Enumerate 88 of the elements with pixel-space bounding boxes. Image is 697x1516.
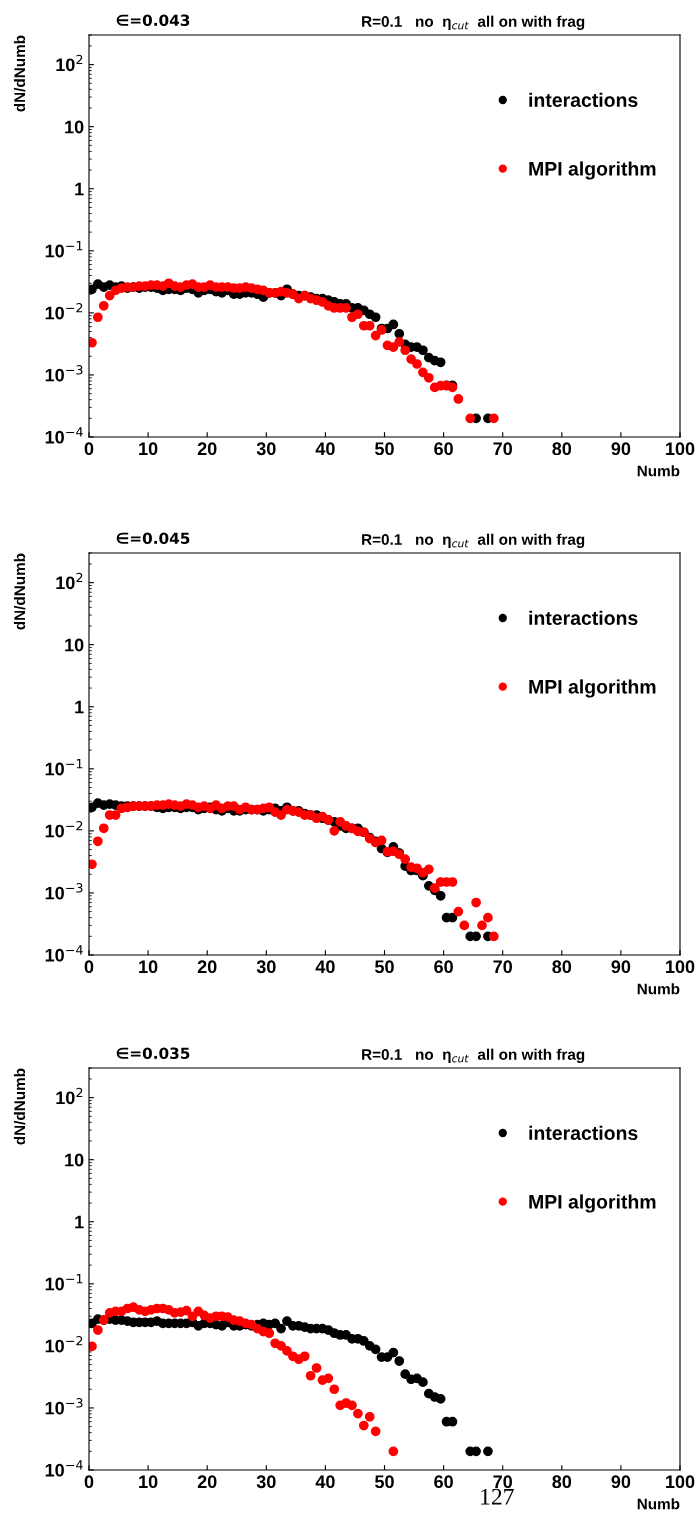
y-axis-title: dN/dNumb: [13, 35, 26, 112]
point: [276, 1341, 286, 1351]
y-axis-title: dN/dNumb: [13, 553, 26, 630]
text: ∈=0.045: [116, 532, 190, 545]
point: [305, 1370, 316, 1381]
y-tick-label: 10: [65, 638, 84, 652]
x-tick-label: 90: [611, 960, 631, 974]
y-tick-label: 1: [75, 182, 84, 196]
x-tick-label: 100: [666, 1475, 695, 1489]
y-tick-label: 10$^{−1}$: [45, 759, 83, 776]
x-tick-label: 10: [139, 960, 158, 974]
chart-title: R=0.1 no η$_{cut}$ all on with frag: [362, 533, 585, 548]
y-tick-label: 10$^{−1}$: [45, 1274, 83, 1291]
x-tick-label: 0: [84, 960, 94, 974]
y-tick-label: 10$^{2}$: [56, 1087, 83, 1105]
x-tick-label: 80: [552, 960, 572, 974]
x-tick-label: 70: [493, 1475, 512, 1489]
y-tick-label: 10$^{−2}$: [45, 302, 83, 320]
point: [264, 1328, 275, 1339]
x-tick-label: 90: [611, 442, 631, 456]
x-tick-label: 70: [493, 442, 512, 456]
x-tick-label: 50: [375, 1475, 394, 1489]
y-tick-label: 10$^{−3}$: [45, 883, 83, 900]
legend-label: MPI algorithm: [529, 161, 656, 180]
y-tick-label: 10$^{2}$: [56, 572, 83, 590]
point: [388, 1446, 399, 1457]
y-tick-label: 10: [65, 1153, 84, 1167]
x-tick-label: 20: [197, 960, 217, 974]
legend-label: interactions: [529, 610, 638, 625]
point: [282, 1346, 292, 1356]
point: [329, 1384, 340, 1395]
chart-title: R=0.1 no η$_{cut}$ all on with frag: [362, 1048, 585, 1063]
x-tick-label: 30: [256, 960, 276, 974]
point: [358, 1420, 369, 1431]
x-tick-label: 20: [197, 1475, 217, 1489]
x-tick-label: 20: [197, 442, 217, 456]
x-tick-label: 60: [434, 442, 453, 456]
point: [311, 1363, 322, 1373]
x-tick-label: 100: [666, 960, 695, 974]
x-axis-title: Numb: [637, 983, 680, 995]
chart-title: R=0.1 no η$_{cut}$ all on with frag: [362, 15, 585, 30]
y-tick-label: 10$^{−4}$: [45, 427, 83, 444]
x-tick-label: 60: [434, 1475, 453, 1489]
point: [323, 1373, 334, 1384]
y-tick-label: 10$^{−2}$: [45, 820, 83, 838]
x-axis-title: Numb: [637, 465, 680, 477]
y-tick-label: 10$^{−3}$: [45, 1398, 83, 1415]
y-tick-label: 10$^{−3}$: [45, 365, 83, 382]
point: [364, 1411, 375, 1422]
y-tick-label: 10$^{−4}$: [45, 945, 83, 962]
x-tick-label: 40: [315, 960, 335, 974]
y-tick-label: 10$^{2}$: [56, 54, 83, 72]
point: [299, 1351, 310, 1362]
point: [347, 1400, 357, 1411]
point: [353, 1408, 363, 1419]
x-tick-label: 0: [84, 1475, 94, 1489]
x-tick-label: 30: [256, 442, 276, 456]
y-tick-label: 1: [75, 1215, 84, 1229]
x-tick-label: 10: [139, 442, 158, 456]
x-tick-label: 30: [256, 1475, 276, 1489]
y-tick-label: 10$^{−1}$: [45, 241, 83, 258]
x-tick-label: 0: [84, 442, 94, 456]
x-tick-label: 80: [552, 442, 572, 456]
point: [93, 1325, 103, 1335]
legend-label: interactions: [529, 92, 638, 107]
y-tick-label: 10$^{−4}$: [45, 1460, 83, 1477]
x-tick-label: 50: [375, 960, 394, 974]
text: ∈=0.043: [116, 14, 190, 27]
x-axis-title: Numb: [637, 1498, 680, 1510]
y-tick-label: 10$^{−2}$: [45, 1335, 83, 1353]
point: [370, 1426, 381, 1437]
text: ∈=0.035: [116, 1047, 190, 1060]
x-tick-label: 40: [315, 1475, 335, 1489]
legend-label: MPI algorithm: [529, 1194, 656, 1213]
x-tick-label: 50: [375, 442, 394, 456]
x-tick-label: 10: [139, 1475, 158, 1489]
text: 127: [481, 1488, 514, 1505]
y-axis-title: dN/dNumb: [13, 1068, 26, 1145]
x-tick-label: 80: [552, 1475, 572, 1489]
x-tick-label: 40: [315, 442, 335, 456]
legend-label: interactions: [529, 1125, 638, 1140]
x-tick-label: 100: [666, 442, 695, 456]
x-tick-label: 70: [493, 960, 512, 974]
legend-label: MPI algorithm: [529, 679, 656, 698]
x-tick-label: 90: [611, 1475, 631, 1489]
y-tick-label: 10: [65, 120, 84, 134]
x-tick-label: 60: [434, 960, 453, 974]
y-tick-label: 1: [75, 700, 84, 714]
